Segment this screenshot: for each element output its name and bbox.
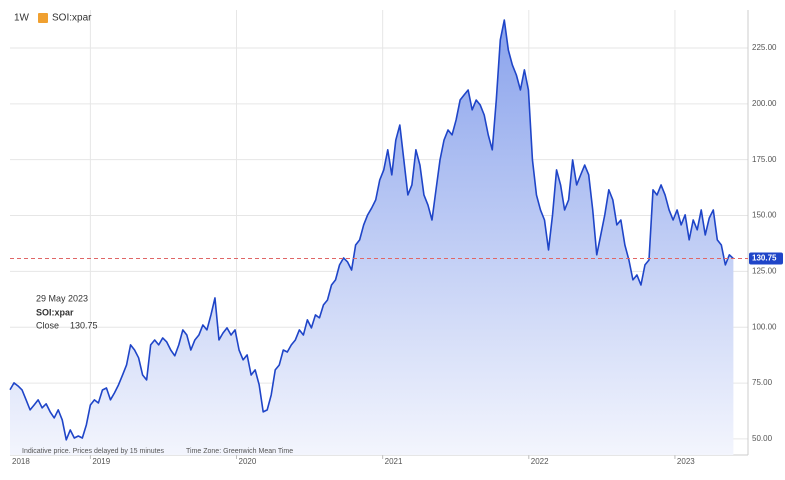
x-start-label: 2018	[12, 457, 30, 466]
x-tick-label: 2020	[239, 457, 257, 466]
interval[interactable]: 1W	[14, 13, 30, 24]
x-tick-label: 2022	[531, 457, 549, 466]
ticker: SOI:xpar	[52, 13, 92, 24]
y-tick-label: 175.00	[752, 155, 777, 164]
y-tick-label: 150.00	[752, 211, 777, 220]
y-tick-label: 100.00	[752, 322, 777, 331]
y-tick-label: 200.00	[752, 99, 777, 108]
last-price-tag	[749, 252, 783, 265]
plot	[9, 19, 748, 456]
price-line	[9, 19, 734, 441]
y-tick-label: 50.00	[752, 434, 773, 443]
tooltip-series: SOI:xpar	[36, 307, 74, 317]
footer-timezone: Time Zone: Greenwich Mean Time	[186, 448, 293, 455]
x-tick-label: 2019	[92, 457, 110, 466]
ticker-icon	[38, 13, 48, 23]
tooltip-value: 130.75	[70, 320, 98, 330]
y-tick-label: 125.00	[752, 266, 777, 275]
footer-delay: Indicative price. Prices delayed by 15 m…	[22, 448, 165, 455]
tooltip-date: 29 May 2023	[36, 293, 88, 303]
y-tick-label: 225.00	[752, 43, 777, 52]
tooltip-label: Close	[36, 320, 59, 330]
x-tick-label: 2021	[385, 457, 403, 466]
x-tick-label: 2023	[677, 457, 695, 466]
last-price-label: 130.75	[752, 254, 777, 263]
y-tick-label: 75.00	[752, 378, 773, 387]
area	[10, 20, 734, 456]
